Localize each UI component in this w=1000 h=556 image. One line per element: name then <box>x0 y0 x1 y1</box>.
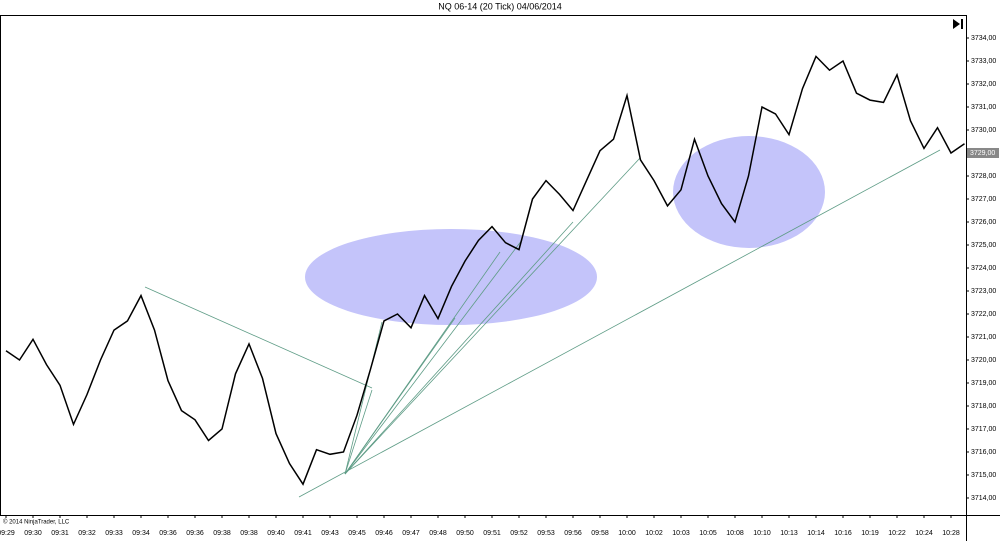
y-tick-label: 3724,00 <box>971 265 996 272</box>
trend-line <box>344 239 523 475</box>
y-tick-label: 3720,00 <box>971 357 996 364</box>
highlight-ellipse <box>305 229 597 325</box>
x-tick-label: 10:08 <box>726 530 744 537</box>
y-tick-label: 3718,00 <box>971 403 996 410</box>
price-line <box>5 55 965 486</box>
x-tick-label: 10:10 <box>753 530 771 537</box>
last-price-label: 3729,00 <box>970 150 995 157</box>
y-tick-label: 3719,00 <box>971 380 996 387</box>
y-tick-label: 3715,00 <box>971 472 996 479</box>
trend-line <box>298 149 941 498</box>
x-tick-label: 09:52 <box>510 530 528 537</box>
x-tick-label: 09:43 <box>321 530 339 537</box>
x-tick-label: 09:58 <box>591 530 609 537</box>
y-tick-label: 3731,00 <box>971 104 996 111</box>
x-tick-label: 10:02 <box>645 530 663 537</box>
x-tick-label: 09:41 <box>294 530 312 537</box>
x-tick-label: 09:56 <box>564 530 582 537</box>
last-price-box <box>967 147 999 158</box>
x-tick-label: 10:05 <box>699 530 717 537</box>
chart-title: NQ 06-14 (20 Tick) 04/06/2014 <box>438 1 562 11</box>
x-tick-label: 09:32 <box>78 530 96 537</box>
x-tick-label: 10:00 <box>618 530 636 537</box>
icon-bar <box>961 19 963 29</box>
y-tick-label: 3725,00 <box>971 242 996 249</box>
y-tick-label: 3716,00 <box>971 449 996 456</box>
y-tick-label: 3717,00 <box>971 426 996 433</box>
y-tick-label: 3734,00 <box>971 35 996 42</box>
icon-arrow <box>953 19 960 29</box>
y-tick-label: 3714,00 <box>971 495 996 502</box>
trend-line <box>344 221 574 475</box>
y-tick-label: 3733,00 <box>971 58 996 65</box>
x-tick-label: 10:28 <box>942 530 960 537</box>
scroll-end-icon[interactable] <box>953 19 963 29</box>
x-tick-label: 09:36 <box>159 530 177 537</box>
trend-line <box>344 157 641 475</box>
x-tick-label: 10:13 <box>780 530 798 537</box>
x-tick-label: 09:48 <box>429 530 447 537</box>
x-tick-label: 09:51 <box>483 530 501 537</box>
x-tick-label: 10:03 <box>672 530 690 537</box>
y-tick-label: 3730,00 <box>971 127 996 134</box>
x-tick-label: 10:14 <box>807 530 825 537</box>
x-tick-label: 09:36 <box>186 530 204 537</box>
x-tick-label: 09:40 <box>267 530 285 537</box>
y-tick-label: 3721,00 <box>971 334 996 341</box>
y-tick-label: 3728,00 <box>971 173 996 180</box>
trend-line <box>344 389 373 475</box>
x-tick-label: 09:29 <box>0 530 15 537</box>
copyright: © 2014 NinjaTrader, LLC <box>3 519 70 526</box>
highlight-ellipse <box>673 136 825 248</box>
x-tick-label: 09:50 <box>456 530 474 537</box>
x-tick-label: 09:47 <box>402 530 420 537</box>
x-tick-label: 09:46 <box>375 530 393 537</box>
y-tick-label: 3722,00 <box>971 311 996 318</box>
x-tick-label: 09:53 <box>537 530 555 537</box>
x-tick-label: 10:16 <box>834 530 852 537</box>
x-tick-label: 09:33 <box>105 530 123 537</box>
x-tick-label: 10:22 <box>888 530 906 537</box>
x-tick-label: 10:24 <box>915 530 933 537</box>
x-tick-label: 09:30 <box>24 530 42 537</box>
y-tick-label: 3727,00 <box>971 196 996 203</box>
trend-lines <box>144 149 941 498</box>
x-tick-label: 09:34 <box>132 530 150 537</box>
y-tick-label: 3726,00 <box>971 219 996 226</box>
x-tick-label: 09:38 <box>213 530 231 537</box>
trend-line <box>144 286 373 389</box>
x-tick-label: 09:45 <box>348 530 366 537</box>
x-tick-label: 10:19 <box>861 530 879 537</box>
y-tick-label: 3732,00 <box>971 81 996 88</box>
x-tick-label: 09:31 <box>51 530 69 537</box>
trend-line <box>344 317 456 475</box>
x-tick-label: 09:38 <box>240 530 258 537</box>
y-tick-label: 3723,00 <box>971 288 996 295</box>
